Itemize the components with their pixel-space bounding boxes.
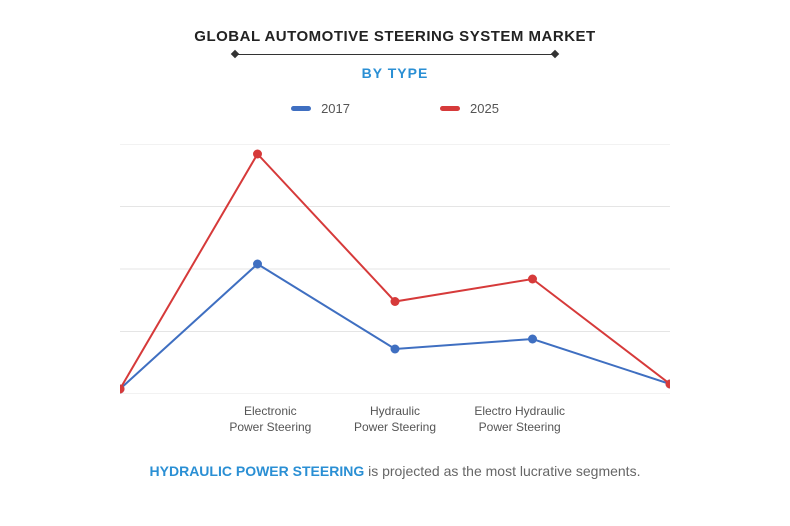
chart-title: GLOBAL AUTOMOTIVE STEERING SYSTEM MARKET [60,28,730,45]
footer-text: HYDRAULIC POWER STEERING is projected as… [60,463,730,479]
x-axis-label: Electro HydraulicPower Steering [457,404,582,435]
x-axis-label: ElectronicPower Steering [208,404,333,435]
x-axis-label: HydraulicPower Steering [333,404,458,435]
chart-container: GLOBAL AUTOMOTIVE STEERING SYSTEM MARKET… [0,0,790,479]
legend: 2017 2025 [60,101,730,116]
x-axis-labels: ElectronicPower SteeringHydraulicPower S… [120,404,670,435]
line-chart-svg [120,144,670,394]
title-divider [60,51,730,57]
divider-diamond-right [551,50,559,58]
legend-swatch-2017 [291,106,311,111]
legend-swatch-2025 [440,106,460,111]
footer-highlight: HYDRAULIC POWER STEERING [150,463,365,479]
footer-rest: is projected as the most lucrative segme… [364,463,640,479]
legend-label-2017: 2017 [321,101,350,116]
divider-line-left [235,54,395,55]
divider-line-right [395,54,555,55]
legend-item-2025: 2025 [440,101,499,116]
chart-area: ElectronicPower SteeringHydraulicPower S… [120,144,670,435]
chart-subtitle: BY TYPE [60,65,730,81]
legend-label-2025: 2025 [470,101,499,116]
divider-diamond-left [231,50,239,58]
legend-item-2017: 2017 [291,101,350,116]
